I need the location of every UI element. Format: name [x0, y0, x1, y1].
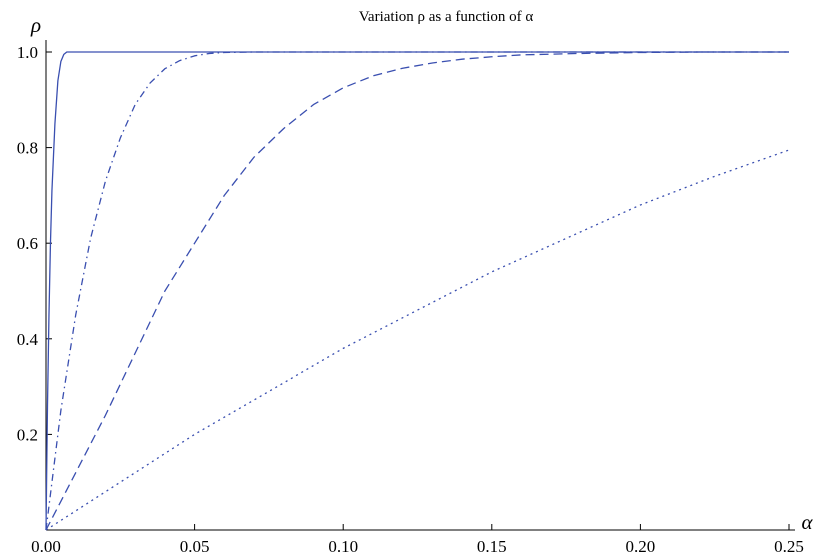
chart-title: Variation ρ as a function of α — [359, 9, 534, 25]
y-tick-label: 0.8 — [17, 139, 38, 158]
series-layer — [45, 51, 790, 531]
x-tick-label: 0.25 — [774, 537, 804, 556]
x-tick-label: 0.15 — [477, 537, 507, 556]
y-tick-label: 0.6 — [17, 234, 38, 253]
series-line-dashdot — [45, 51, 789, 531]
x-axis-title: α — [801, 510, 813, 534]
x-tick-label: 0.10 — [328, 537, 358, 556]
y-axis-title: ρ — [30, 13, 41, 37]
x-tick-label: 0.05 — [180, 537, 210, 556]
series-line-dotted — [45, 149, 790, 531]
series-line-solid — [45, 51, 789, 531]
y-tick-label: 1.0 — [17, 43, 38, 62]
series-line-dashed — [45, 51, 789, 531]
y-tick-label: 0.2 — [17, 425, 38, 444]
y-tick-label: 0.4 — [17, 330, 39, 349]
x-tick-label: 0.20 — [626, 537, 656, 556]
x-tick-label: 0.00 — [31, 537, 61, 556]
ticks-layer: 0.00 0.05 0.10 0.15 0.20 0.25 0.2 0.4 0.6 0.8 1.0 — [17, 43, 804, 556]
